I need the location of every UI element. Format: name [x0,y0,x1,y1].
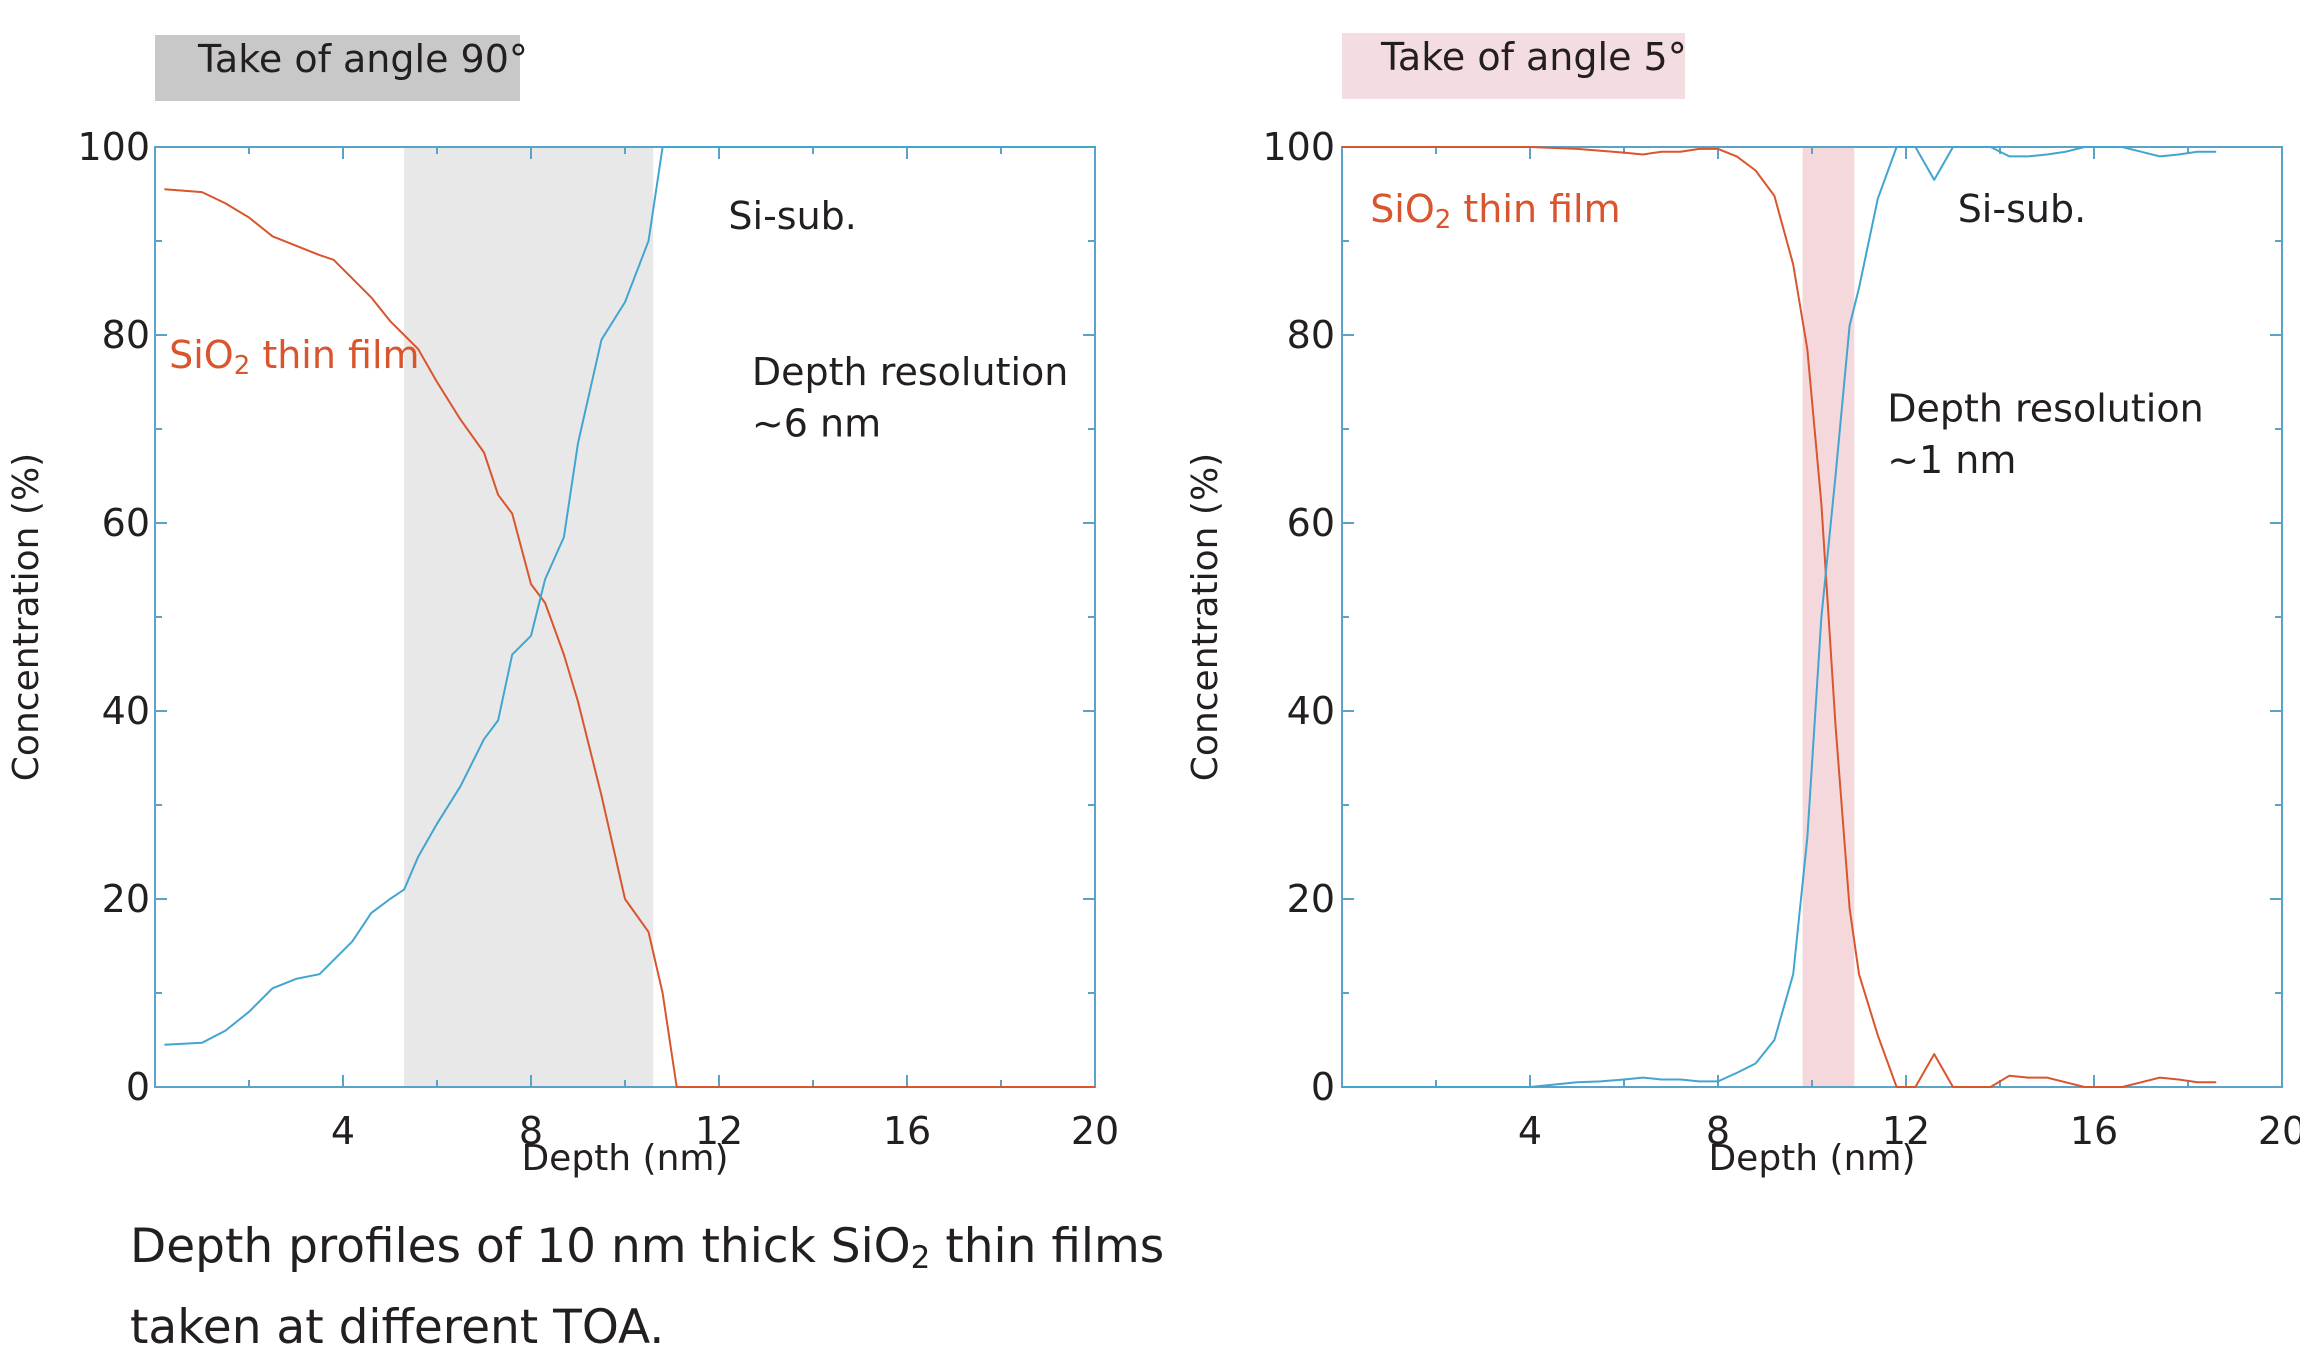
annotation-text: Si-sub. [728,194,856,238]
chart-title: Take of angle 5° [1380,35,1687,79]
y-tick-label: 20 [102,877,150,921]
annotation-subscript: 2 [234,351,251,381]
annotation-si-sub: Si-sub. [1958,187,2086,231]
y-tick-label: 40 [1287,689,1335,733]
x-tick-label: 20 [1071,1109,1119,1153]
y-tick-label: 100 [77,125,150,169]
annotation-subscript: 2 [1435,205,1452,235]
resolution-band [404,147,654,1087]
annotation-res-1: Depth resolution [752,350,1068,394]
y-tick-label: 80 [102,313,150,357]
chart-panel-2: Take of angle 5° 0 20 40 60 80 100 4 8 12 16 20 Dept… [1185,33,2300,1179]
chart-title-box [1342,33,1685,99]
x-tick-label: 8 [519,1109,543,1153]
x-tick-label: 12 [1882,1109,1930,1153]
caption-line-2: taken at different TOA. [130,1300,665,1355]
annotation-res-2: ~6 nm [752,402,881,446]
caption-text-a: Depth profiles of 10 nm thick SiO [130,1219,911,1274]
y-tick-label: 20 [1287,877,1335,921]
annotation-text-after: thin film [250,333,419,377]
x-axis-label: Depth (nm) [1708,1138,1915,1179]
caption-line-1: Depth profiles of 10 nm thick SiO2 thin … [130,1212,1164,1293]
annotation-text: Si-sub. [1958,187,2086,231]
annotation-text: Depth resolution [752,350,1068,394]
annotation-text: ~6 nm [752,402,881,446]
caption-subscript: 2 [910,1240,931,1276]
chart-title: Take of angle 90° [197,37,528,81]
y-tick-label: 0 [1311,1065,1335,1109]
series-si-sub-line [164,146,1095,1046]
x-tick-label: 4 [1518,1109,1542,1153]
y-tick-label: 60 [102,501,150,545]
y-tick-label: 60 [1287,501,1335,545]
annotation-text: SiO [1370,187,1435,231]
x-tick-label: 16 [2070,1109,2118,1153]
series-sio2-line [1342,146,2217,1088]
annotation-sio2: SiO2 thin film [169,333,419,381]
series-si-sub-line [1342,146,2217,1088]
y-tick-label: 100 [1262,125,1335,169]
x-tick-label: 4 [331,1109,355,1153]
x-tick-label: 20 [2258,1109,2300,1153]
y-tick-label: 80 [1287,313,1335,357]
caption-text-b: thin films [930,1219,1165,1274]
annotation-text-after: thin film [1451,187,1620,231]
y-tick-label: 40 [102,689,150,733]
x-tick-label: 16 [883,1109,931,1153]
x-tick-label: 8 [1706,1109,1730,1153]
chart-title-box [155,35,520,101]
series-sio2-line [164,188,1095,1088]
annotation-text: SiO [169,333,234,377]
x-tick-label: 12 [695,1109,743,1153]
annotation-res-1: Depth resolution [1887,386,2203,430]
y-tick-label: 0 [126,1065,150,1109]
annotation-text: ~1 nm [1887,438,2016,482]
annotation-sio2: SiO2 thin film [1370,187,1620,235]
chart-panel-1: Take of angle 90° 0 20 40 60 80 100 4 8 12 16 20 Dep… [6,35,1119,1179]
figure-caption: Depth profiles of 10 nm thick SiO2 thin … [130,1212,1164,1362]
annotation-text: Depth resolution [1887,386,2203,430]
y-axis-label: Concentration (%) [6,453,47,781]
annotation-si-sub: Si-sub. [728,194,856,238]
x-axis-label: Depth (nm) [521,1138,728,1179]
annotation-res-2: ~1 nm [1887,438,2016,482]
y-axis-label: Concentration (%) [1185,453,1226,781]
